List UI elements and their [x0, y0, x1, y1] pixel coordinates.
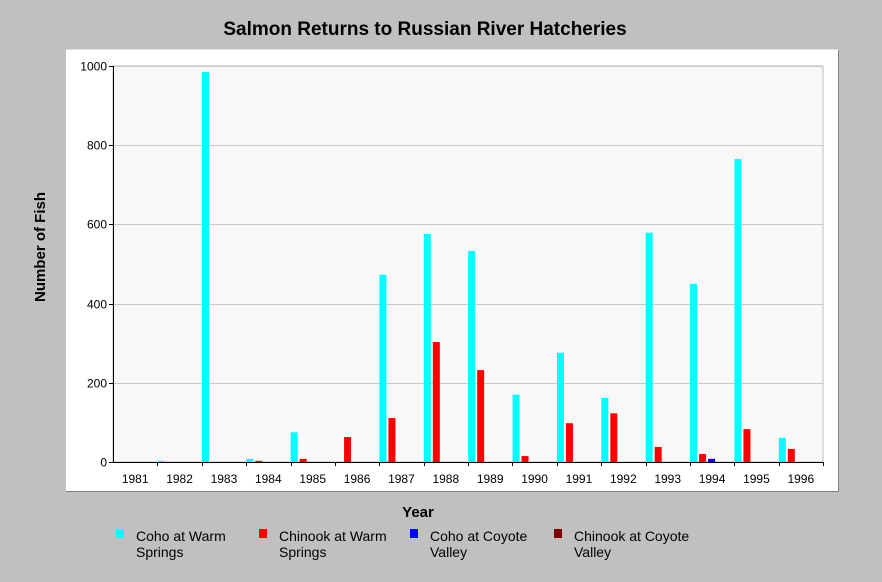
bar-coho-at-warm-springs-1994 — [690, 283, 698, 462]
bar-chinook-at-warm-springs-1994 — [699, 454, 707, 462]
bar-coho-at-warm-springs-1987 — [379, 274, 387, 462]
x-axis-title: Year — [402, 504, 434, 521]
legend-label: Coho at Warm Springs — [136, 528, 226, 560]
axes-group: 0 200 400 600 800 1000 1981 1982 1983 1984 1985 198… — [80, 60, 824, 486]
bar-chinook-at-warm-springs-1988 — [432, 342, 440, 462]
bar-coho-at-warm-springs-1983 — [201, 71, 209, 462]
bars-group — [157, 71, 795, 462]
bar-chinook-at-warm-springs-1992 — [610, 413, 618, 462]
y-tick-label: 400 — [87, 298, 107, 312]
chart-title: Salmon Returns to Russian River Hatcheri… — [223, 19, 627, 40]
bar-coho-at-warm-springs-1984 — [246, 458, 254, 462]
y-axis-title: Number of Fish — [32, 192, 49, 302]
bar-coho-at-warm-springs-1982 — [157, 460, 165, 462]
x-tick-label: 1984 — [255, 472, 282, 486]
bar-chinook-at-warm-springs-1990 — [521, 456, 529, 462]
bar-chinook-at-warm-springs-1987 — [388, 418, 396, 462]
x-tick-label: 1989 — [477, 472, 504, 486]
bar-coho-at-warm-springs-1985 — [290, 432, 298, 462]
x-tick-label: 1983 — [211, 472, 238, 486]
x-tick-label: 1995 — [743, 472, 770, 486]
x-tick-label: 1988 — [432, 472, 459, 486]
bar-chinook-at-warm-springs-1991 — [565, 423, 573, 462]
plot-area — [112, 65, 824, 463]
legend-label: Chinook at Warm Springs — [279, 528, 387, 560]
bar-coho-at-warm-springs-1993 — [645, 232, 653, 462]
y-tick-label: 0 — [100, 456, 107, 470]
x-tick-label: 1990 — [521, 472, 548, 486]
x-tick-label: 1987 — [388, 472, 415, 486]
x-tick-label: 1996 — [787, 472, 814, 486]
bar-coho-at-warm-springs-1990 — [512, 394, 520, 462]
bar-coho-at-warm-springs-1991 — [556, 352, 564, 462]
bar-chinook-at-warm-springs-1995 — [743, 429, 751, 462]
legend-label: Coho at Coyote Valley — [430, 528, 528, 560]
bar-chinook-at-warm-springs-1984 — [255, 460, 263, 462]
legend-swatch — [554, 529, 562, 538]
legend-swatch — [410, 529, 418, 538]
bar-coho-at-warm-springs-1988 — [423, 233, 431, 462]
legend-label: Chinook at Coyote Valley — [574, 528, 690, 560]
y-tick-label: 200 — [87, 377, 107, 391]
bar-coho-at-coyote-valley-1994 — [708, 458, 716, 462]
x-tick-label: 1982 — [166, 472, 193, 486]
bar-coho-at-warm-springs-1992 — [601, 397, 609, 462]
x-tick-label: 1986 — [344, 472, 371, 486]
legend-swatch — [259, 529, 267, 538]
bar-coho-at-warm-springs-1995 — [734, 159, 742, 462]
bar-chinook-at-warm-springs-1986 — [344, 437, 352, 462]
gridlines — [113, 66, 823, 384]
y-tick-label: 1000 — [80, 60, 107, 74]
bar-coho-at-warm-springs-1996 — [778, 437, 786, 462]
legend: Coho at Warm Springs Chinook at Warm Spr… — [0, 528, 882, 578]
bar-chinook-at-warm-springs-1996 — [787, 448, 795, 462]
x-tick-label: 1992 — [610, 472, 637, 486]
legend-swatch — [116, 529, 124, 538]
bar-chinook-at-warm-springs-1985 — [299, 458, 307, 462]
x-tick-label: 1985 — [299, 472, 326, 486]
bar-coho-at-warm-springs-1989 — [468, 250, 476, 462]
x-tick-label: 1993 — [654, 472, 681, 486]
x-tick-label: 1994 — [699, 472, 726, 486]
bar-chinook-at-warm-springs-1993 — [654, 446, 662, 462]
bar-chinook-at-warm-springs-1989 — [477, 370, 485, 462]
y-tick-label: 600 — [87, 218, 107, 232]
x-tick-label: 1981 — [122, 472, 149, 486]
y-tick-label: 800 — [87, 139, 107, 153]
x-tick-label: 1991 — [566, 472, 593, 486]
